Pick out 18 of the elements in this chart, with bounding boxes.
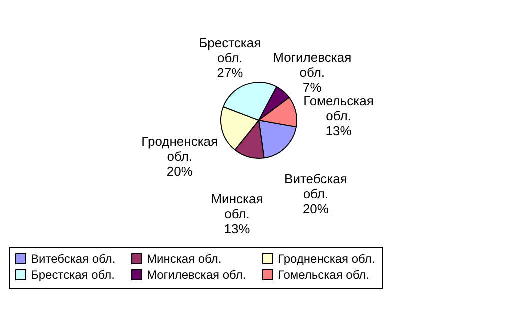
slice-label: Могилевская обл.: [273, 50, 352, 80]
data-label: 20%: [166, 164, 194, 179]
data-label: 13%: [326, 123, 352, 138]
data-label: 27%: [217, 66, 244, 81]
legend-label: Могилевская обл.: [147, 268, 246, 282]
legend-label: Гродненская обл.: [278, 252, 376, 266]
slice-label: Гродненская обл.: [142, 134, 218, 164]
slice-label: Минская обл.: [211, 192, 264, 222]
slice-label: Брестская обл.: [199, 36, 262, 66]
legend-label: Брестская обл.: [31, 268, 115, 282]
legend-label: Гомельская обл.: [278, 268, 370, 282]
legend-label: Минская обл.: [147, 252, 222, 266]
data-label: 20%: [302, 201, 330, 216]
data-label: 7%: [302, 80, 322, 96]
legend-label: Витебская обл.: [31, 252, 116, 266]
slice-label: Гомельская обл.: [304, 93, 374, 124]
data-label: 13%: [224, 222, 251, 237]
slice-label: Витебская обл.: [284, 171, 348, 202]
